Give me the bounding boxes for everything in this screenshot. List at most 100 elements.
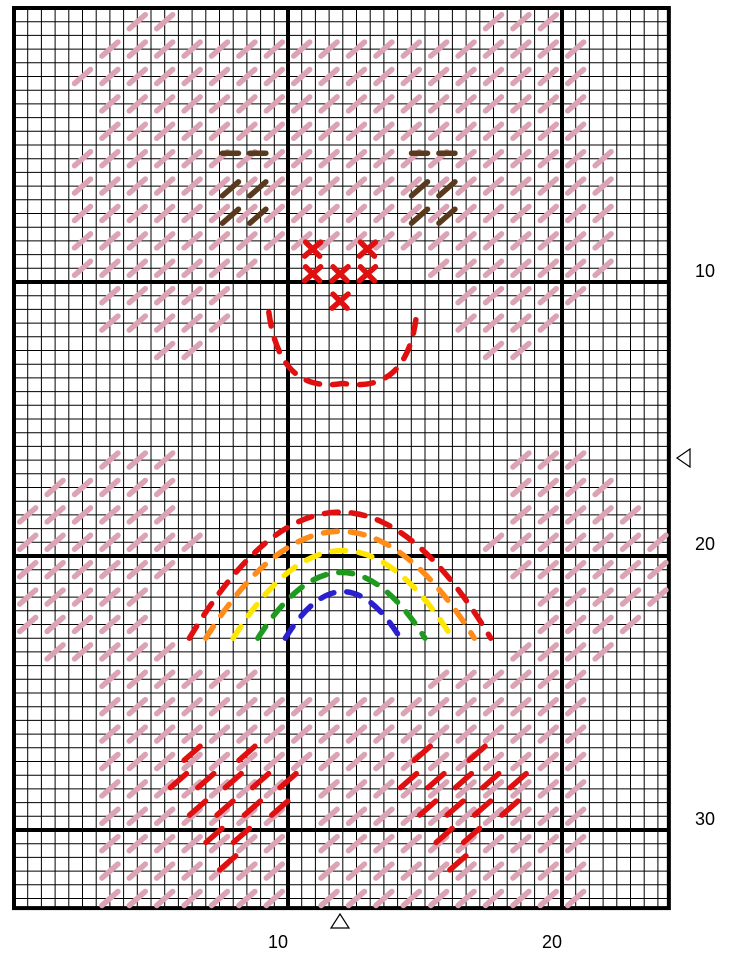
pink-stitch (564, 696, 587, 717)
pink-stitch (537, 477, 560, 498)
pink-stitch (181, 231, 203, 251)
pink-stitch (564, 176, 587, 196)
pink-stitch (153, 779, 176, 799)
eye-stitch (408, 179, 431, 199)
nose-stitch (357, 264, 378, 284)
pink-stitch (318, 148, 340, 169)
pink-stitch (153, 11, 176, 32)
pink-stitch (318, 833, 340, 854)
pink-stitch (510, 203, 532, 224)
pink-stitch (99, 806, 121, 827)
pink-stitch (236, 724, 258, 744)
pink-stitch (564, 450, 587, 470)
pink-stitch (345, 779, 368, 799)
pink-stitch (153, 833, 176, 854)
pink-stitch (208, 724, 231, 744)
pink-stitch (208, 696, 231, 717)
pink-stitch (236, 751, 258, 772)
pink-stitch (510, 176, 532, 196)
pink-stitch (208, 203, 231, 224)
pink-stitch (400, 724, 423, 744)
pink-stitch (400, 66, 423, 87)
pink-stitch (400, 39, 423, 59)
pink-stitch (400, 888, 423, 909)
pink-stitch (537, 203, 560, 224)
pink-stitch (71, 231, 94, 251)
pink-stitch (181, 203, 203, 224)
pink-stitch (510, 559, 532, 580)
pink-stitch (482, 806, 505, 827)
pink-stitch (592, 559, 614, 580)
pink-stitch (99, 121, 121, 142)
pink-stitch (181, 121, 203, 142)
pink-stitch (126, 751, 149, 772)
pink-stitch (592, 642, 614, 662)
pink-stitch (510, 231, 532, 251)
pink-stitch (510, 833, 532, 854)
pink-stitch (564, 148, 587, 169)
column-label: 10 (268, 932, 288, 952)
pink-stitch (181, 66, 203, 87)
pink-stitch (482, 724, 505, 744)
pink-stitch (99, 642, 121, 662)
pink-stitch (373, 833, 395, 854)
pink-stitch (427, 806, 450, 827)
pink-stitch (510, 505, 532, 525)
nose-stitch (357, 239, 378, 259)
pink-stitch (592, 587, 614, 607)
pink-stitch (208, 833, 231, 854)
pink-stitch (345, 203, 368, 224)
pink-stitch (455, 148, 477, 169)
pink-stitch (592, 203, 614, 224)
pink-stitch (71, 148, 94, 169)
pink-stitch (236, 833, 258, 854)
pink-stitch (510, 285, 532, 306)
pink-stitch (537, 833, 560, 854)
pink-stitch (455, 176, 477, 196)
rainbow-arc (230, 548, 456, 641)
pink-stitch (99, 258, 121, 279)
pink-stitch (482, 779, 505, 799)
pink-stitch (99, 94, 121, 114)
pink-stitch (510, 66, 532, 87)
pink-stitch (510, 888, 532, 909)
pink-stitch (455, 724, 477, 744)
pink-stitch (373, 888, 395, 909)
pink-stitch (510, 121, 532, 142)
pink-stitch (99, 148, 121, 169)
pink-stitch (126, 587, 149, 607)
pink-stitch (181, 313, 203, 333)
pink-stitch (510, 696, 532, 717)
pink-stitch (208, 751, 231, 772)
pink-stitch (482, 39, 505, 59)
pink-stitch (263, 861, 286, 881)
pink-stitch (99, 450, 121, 470)
pink-stitch (427, 724, 450, 744)
pink-stitch (153, 66, 176, 87)
pink-stitch (537, 121, 560, 142)
pink-stitch (153, 148, 176, 169)
paw-stitch (186, 798, 209, 818)
paw-stitch (411, 743, 434, 764)
paw-stitch (397, 770, 420, 791)
pink-stitch (510, 39, 532, 59)
paw-stitch (466, 743, 488, 764)
pink-stitch (373, 806, 395, 827)
pink-stitch (71, 505, 94, 525)
pink-stitch (510, 642, 532, 662)
pink-stitch (537, 532, 560, 553)
paw-stitch (236, 743, 258, 764)
pink-stitch (510, 11, 532, 32)
mouth (266, 309, 420, 388)
pink-stitch (564, 724, 587, 744)
pink-stitch (537, 148, 560, 169)
paw-stitch (444, 798, 466, 818)
pink-stitch (537, 587, 560, 607)
pink-stitch (126, 888, 149, 909)
pink-stitch (153, 203, 176, 224)
pink-stitch (510, 313, 532, 333)
paw-stitch (214, 798, 236, 818)
pink-stitch (345, 94, 368, 114)
pink-stitch (537, 258, 560, 279)
pink-stitch (153, 806, 176, 827)
